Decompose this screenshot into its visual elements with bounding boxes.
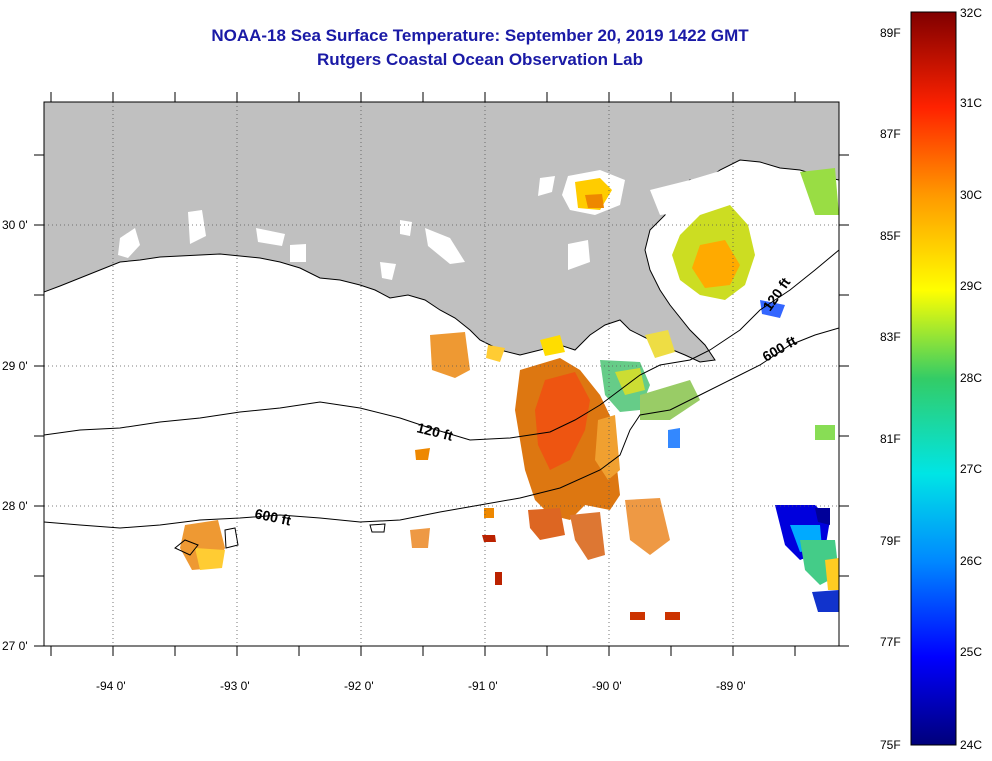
- color-scale-bar: [910, 11, 957, 746]
- lat-label: 29 0': [2, 359, 28, 373]
- fahrenheit-label: 83F: [880, 330, 901, 344]
- lon-label: -92 0': [344, 679, 374, 693]
- contour-label-600ft-west: 600 ft: [253, 505, 292, 528]
- frame-ticks: [34, 92, 849, 656]
- lon-label: -90 0': [592, 679, 622, 693]
- fahrenheit-label: 87F: [880, 127, 901, 141]
- lon-label: -94 0': [96, 679, 126, 693]
- color-legend: 89F 87F 85F 83F 81F 79F 77F 75F 32C 31C …: [880, 6, 982, 752]
- celsius-label: 29C: [960, 279, 982, 293]
- celsius-label: 24C: [960, 738, 982, 752]
- lat-label: 28 0': [2, 499, 28, 513]
- celsius-label: 27C: [960, 462, 982, 476]
- fahrenheit-label: 79F: [880, 534, 901, 548]
- fahrenheit-label: 77F: [880, 635, 901, 649]
- fahrenheit-label: 75F: [880, 738, 901, 752]
- lat-label: 30 0': [2, 218, 28, 232]
- fahrenheit-label: 81F: [880, 432, 901, 446]
- celsius-label: 28C: [960, 371, 982, 385]
- bathymetry-contours: [44, 249, 839, 556]
- celsius-label: 26C: [960, 554, 982, 568]
- celsius-label: 32C: [960, 6, 982, 20]
- graticule: [44, 102, 839, 646]
- lon-label: -93 0': [220, 679, 250, 693]
- map-title: NOAA-18 Sea Surface Temperature: Septemb…: [211, 26, 749, 45]
- fahrenheit-label: 85F: [880, 229, 901, 243]
- celsius-label: 31C: [960, 96, 982, 110]
- celsius-label: 30C: [960, 188, 982, 202]
- map-subtitle: Rutgers Coastal Ocean Observation Lab: [317, 50, 643, 69]
- lat-label: 27 0': [2, 639, 28, 653]
- lon-label: -91 0': [468, 679, 498, 693]
- celsius-label: 25C: [960, 645, 982, 659]
- lon-label: -89 0': [716, 679, 746, 693]
- fahrenheit-label: 89F: [880, 26, 901, 40]
